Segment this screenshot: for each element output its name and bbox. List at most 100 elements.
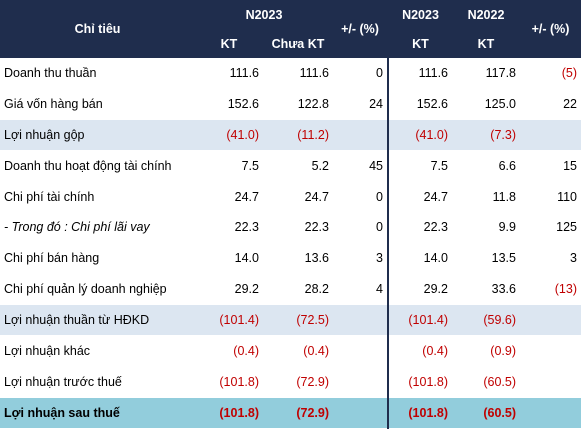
cell-n2023-kt: (101.8) <box>195 366 263 398</box>
cell-change-2: 110 <box>520 181 581 213</box>
header-group2-period1: N2023 <box>387 0 452 29</box>
cell-n2023-kt-2: 152.6 <box>387 88 452 120</box>
row-label: Lợi nhuận khác <box>0 335 195 367</box>
table-row: Doanh thu hoạt động tài chính 7.5 5.2 45 7.5… <box>0 150 581 182</box>
table-row: Chi phí quản lý doanh nghiệp 29.2 28.2 4 29.… <box>0 273 581 306</box>
table-row: - Trong đó : Chi phí lãi vay 22.3 22.3 0 22.… <box>0 211 581 244</box>
cell-n2023-kt-2: 22.3 <box>387 211 452 244</box>
row-label: Chi phí bán hàng <box>0 242 195 275</box>
cell-n2023-unaudited: 5.2 <box>263 150 333 182</box>
cell-change-2: (13) <box>520 273 581 306</box>
table-row: Lợi nhuận khác (0.4) (0.4) (0.4) (0.9) <box>0 335 581 367</box>
header-group1-period: N2023 <box>195 0 333 29</box>
cell-n2023-unaudited: 111.6 <box>263 58 333 89</box>
cell-change-2 <box>520 397 581 429</box>
cell-n2023-unaudited: (11.2) <box>263 119 333 151</box>
cell-n2023-unaudited: (0.4) <box>263 335 333 367</box>
cell-n2022-kt: 6.6 <box>452 150 520 182</box>
cell-n2023-kt: (101.4) <box>195 304 263 337</box>
cell-change-2: 3 <box>520 242 581 275</box>
cell-n2023-kt: 111.6 <box>195 58 263 89</box>
cell-n2023-kt-2: 29.2 <box>387 273 452 306</box>
header-row-2: KT Chưa KT KT KT <box>0 29 581 58</box>
table-row: Lợi nhuận gộp (41.0) (11.2) (41.0) (7.3) <box>0 119 581 151</box>
cell-change-2 <box>520 335 581 367</box>
cell-n2023-kt-2: 111.6 <box>387 58 452 89</box>
table-row: Lợi nhuận sau thuế (101.8) (72.9) (101.8) (6… <box>0 397 581 429</box>
cell-n2023-kt-2: (41.0) <box>387 119 452 151</box>
cell-change-1: 0 <box>333 181 388 213</box>
cell-n2022-kt: 33.6 <box>452 273 520 306</box>
cell-change-2: 15 <box>520 150 581 182</box>
cell-n2023-kt: 24.7 <box>195 181 263 213</box>
row-label: Lợi nhuận thuần từ HĐKD <box>0 304 195 337</box>
header-group1-change: +/- (%) <box>333 0 388 58</box>
cell-change-1 <box>333 304 388 337</box>
cell-change-1: 4 <box>333 273 388 306</box>
cell-change-2 <box>520 119 581 151</box>
row-label: - Trong đó : Chi phí lãi vay <box>0 211 195 244</box>
cell-change-2 <box>520 304 581 337</box>
cell-n2023-unaudited: 22.3 <box>263 211 333 244</box>
row-label: Lợi nhuận sau thuế <box>0 397 195 429</box>
row-label: Giá vốn hàng bán <box>0 88 195 120</box>
cell-n2023-kt-2: (101.4) <box>387 304 452 337</box>
cell-n2022-kt: (60.5) <box>452 366 520 398</box>
table-row: Giá vốn hàng bán 152.6 122.8 24 152.6 125.0 22 <box>0 88 581 120</box>
cell-n2023-unaudited: 28.2 <box>263 273 333 306</box>
cell-change-1: 24 <box>333 88 388 120</box>
cell-n2023-unaudited: (72.5) <box>263 304 333 337</box>
cell-n2022-kt: (7.3) <box>452 119 520 151</box>
table-body: Doanh thu thuần 111.6 111.6 0 111.6 117.8 (5) G… <box>0 58 581 429</box>
header-group2-kt2: KT <box>452 29 520 58</box>
cell-change-1 <box>333 335 388 367</box>
row-label: Doanh thu thuần <box>0 58 195 89</box>
cell-n2023-kt-2: (101.8) <box>387 366 452 398</box>
cell-n2023-kt-2: 14.0 <box>387 242 452 275</box>
cell-n2023-unaudited: 13.6 <box>263 242 333 275</box>
header-row-1: Chỉ tiêu N2023 +/- (%) N2023 N2022 +/- (… <box>0 0 581 58</box>
cell-change-1 <box>333 397 388 429</box>
cell-n2023-kt: 29.2 <box>195 273 263 306</box>
cell-change-2: 22 <box>520 88 581 120</box>
cell-n2023-kt: (41.0) <box>195 119 263 151</box>
table-row: Chi phí tài chính 24.7 24.7 0 24.7 11.8 110 <box>0 181 581 213</box>
row-label: Doanh thu hoạt động tài chính <box>0 150 195 182</box>
cell-n2022-kt: 9.9 <box>452 211 520 244</box>
cell-change-1 <box>333 119 388 151</box>
cell-change-2: 125 <box>520 211 581 244</box>
row-label: Chi phí tài chính <box>0 181 195 213</box>
cell-n2023-kt: 152.6 <box>195 88 263 120</box>
cell-n2022-kt: (60.5) <box>452 397 520 429</box>
row-label: Chi phí quản lý doanh nghiệp <box>0 273 195 306</box>
cell-n2023-kt: 14.0 <box>195 242 263 275</box>
header-group2-period2: N2022 <box>452 0 520 29</box>
cell-n2022-kt: 117.8 <box>452 58 520 89</box>
cell-n2023-unaudited: 122.8 <box>263 88 333 120</box>
cell-change-2: (5) <box>520 58 581 89</box>
cell-n2022-kt: 11.8 <box>452 181 520 213</box>
header-group1-kt: KT <box>195 29 263 58</box>
table-row: Doanh thu thuần 111.6 111.6 0 111.6 117.8 (5) <box>0 58 581 89</box>
cell-n2022-kt: (0.9) <box>452 335 520 367</box>
cell-n2023-kt: (101.8) <box>195 397 263 429</box>
cell-n2023-kt-2: (0.4) <box>387 335 452 367</box>
cell-n2023-kt-2: (101.8) <box>387 397 452 429</box>
cell-n2023-kt: 7.5 <box>195 150 263 182</box>
cell-change-2 <box>520 366 581 398</box>
cell-n2023-kt: 22.3 <box>195 211 263 244</box>
row-label: Lợi nhuận gộp <box>0 119 195 151</box>
header-group1-unaudited: Chưa KT <box>263 29 333 58</box>
row-label: Lợi nhuận trước thuế <box>0 366 195 398</box>
cell-n2023-kt-2: 24.7 <box>387 181 452 213</box>
table-row: Lợi nhuận thuần từ HĐKD (101.4) (72.5) (101… <box>0 304 581 337</box>
cell-change-1 <box>333 366 388 398</box>
cell-n2023-unaudited: 24.7 <box>263 181 333 213</box>
header-group2-kt1: KT <box>387 29 452 58</box>
cell-change-1: 0 <box>333 58 388 89</box>
header-group2-change: +/- (%) <box>520 0 581 58</box>
cell-n2022-kt: 13.5 <box>452 242 520 275</box>
cell-change-1: 3 <box>333 242 388 275</box>
cell-n2023-kt: (0.4) <box>195 335 263 367</box>
